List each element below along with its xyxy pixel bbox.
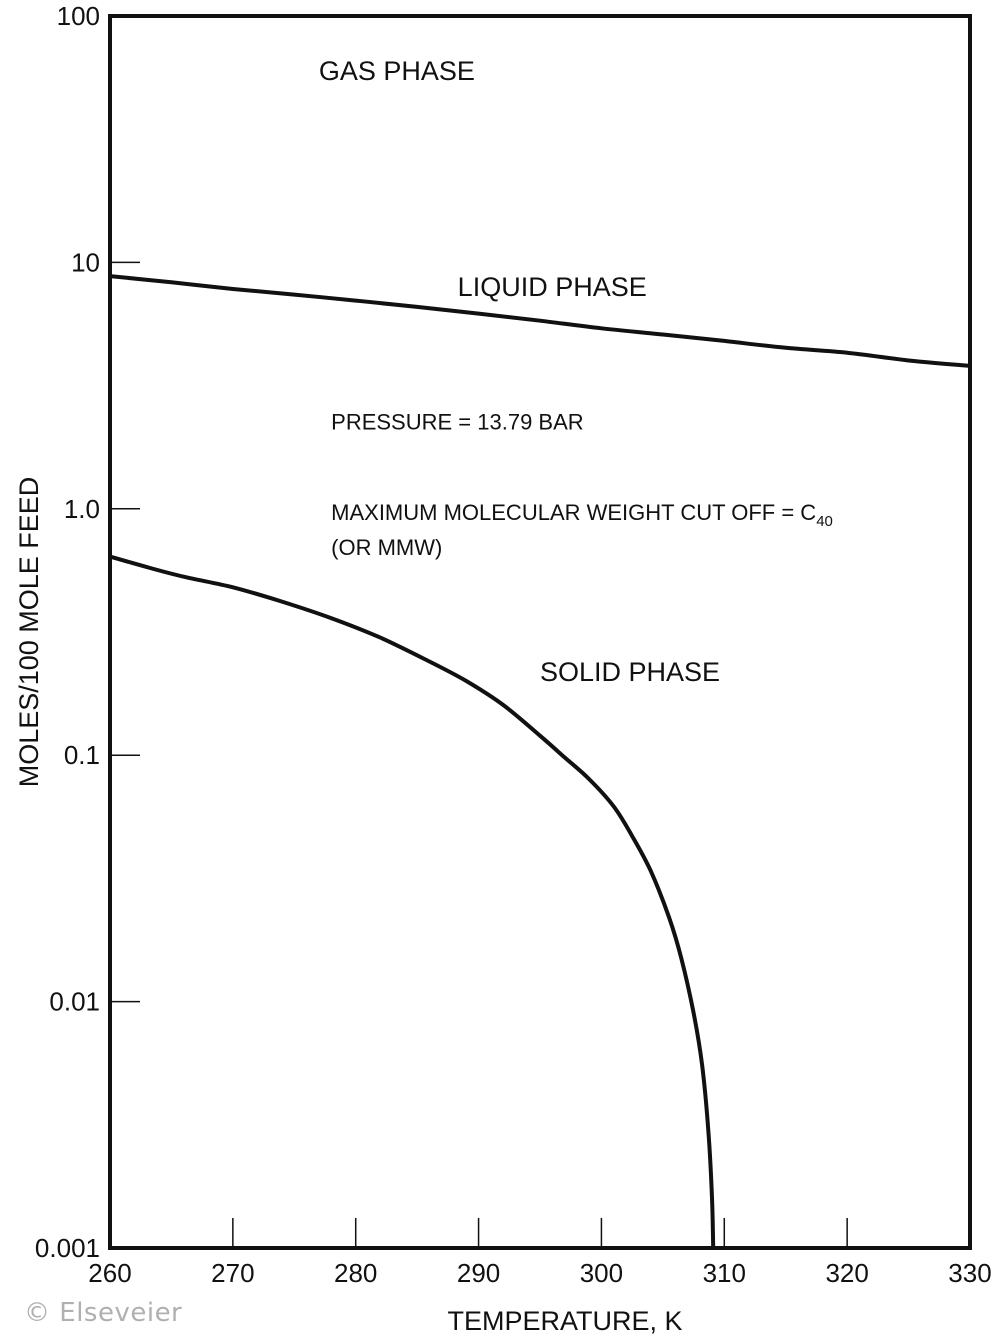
plot-frame bbox=[108, 14, 972, 1250]
series-layer bbox=[109, 274, 971, 1249]
subscript: 40 bbox=[816, 513, 833, 530]
region-label: LIQUID PHASE bbox=[458, 272, 647, 302]
x-axis-title: TEMPERATURE, K bbox=[447, 1306, 682, 1336]
x-tick-label: 260 bbox=[88, 1258, 131, 1288]
annotation-text: (OR MMW) bbox=[331, 535, 442, 560]
x-tick-label: 270 bbox=[211, 1258, 254, 1288]
x-tick-label: 310 bbox=[703, 1258, 746, 1288]
y-tick-label: 1.0 bbox=[64, 494, 100, 524]
y-tick-label: 0.01 bbox=[49, 987, 100, 1017]
y-tick-label: 0.1 bbox=[64, 740, 100, 770]
y-tick-label: 10 bbox=[71, 247, 100, 277]
annotations: GAS PHASE LIQUID PHASE SOLID PHASE PRESSURE… bbox=[319, 56, 833, 687]
region-label: GAS PHASE bbox=[319, 56, 475, 86]
series-line-2 bbox=[109, 554, 716, 1249]
region-label: SOLID PHASE bbox=[540, 657, 720, 687]
annotation-text: MAXIMUM MOLECULAR WEIGHT CUT OFF = C40 bbox=[331, 500, 833, 530]
x-tick-label: 280 bbox=[334, 1258, 377, 1288]
axis-ticks bbox=[110, 261, 848, 1248]
y-tick-label: 100 bbox=[57, 1, 100, 31]
x-tick-label: 330 bbox=[948, 1258, 991, 1288]
x-tick-label: 300 bbox=[580, 1258, 623, 1288]
y-tick-label: 0.001 bbox=[35, 1233, 100, 1263]
annotation-text: PRESSURE = 13.79 BAR bbox=[331, 409, 584, 434]
series-line-1 bbox=[109, 274, 971, 368]
x-tick-label: 320 bbox=[825, 1258, 868, 1288]
x-tick-label: 290 bbox=[457, 1258, 500, 1288]
y-axis-title: MOLES/100 MOLE FEED bbox=[14, 477, 44, 788]
tick-labels: 260 270 280 290 300 310 320 330 0.001 0.01 0.1 1.0 1… bbox=[35, 1, 992, 1288]
watermark: © Elseveier bbox=[24, 1298, 183, 1328]
